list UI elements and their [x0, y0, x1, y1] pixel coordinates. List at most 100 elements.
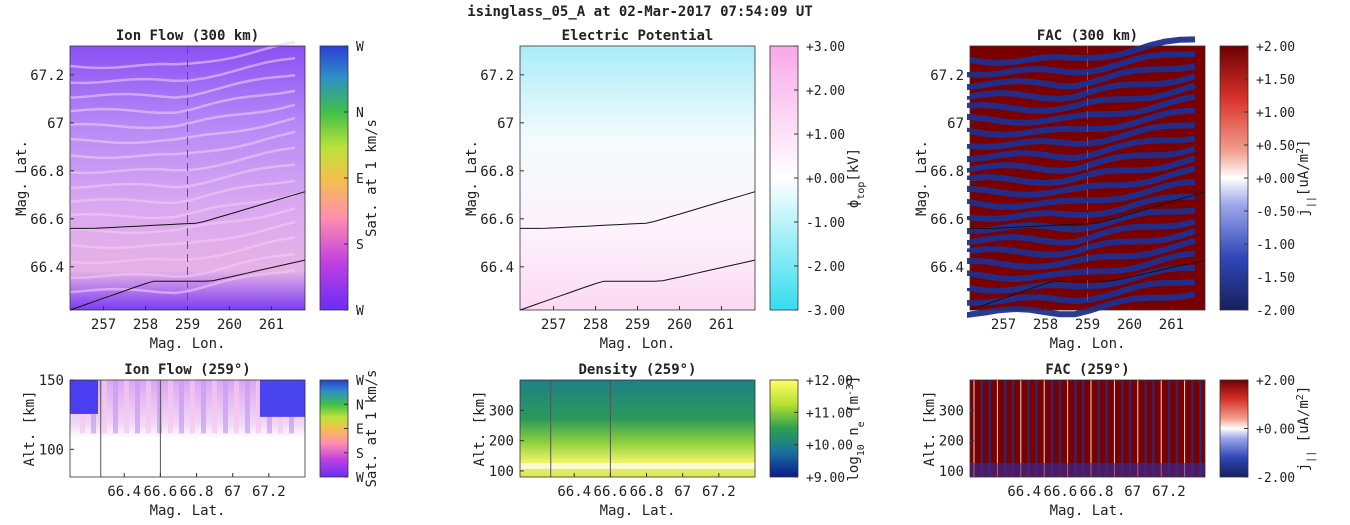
panel-2: Electric Potential 257 258 259 260 261 66.4 66.…: [464, 28, 867, 352]
colorbar-tick-label: -1.00: [1256, 238, 1295, 253]
flow-band: [68, 194, 296, 220]
y-tick-label: 100: [939, 464, 964, 480]
colorbar-tick-label: N: [356, 106, 364, 121]
y-tick-label: 67.2: [930, 68, 964, 84]
x-tick-label: 66.8: [1080, 484, 1114, 500]
x-tick-label: 259: [1075, 317, 1100, 333]
x-axis-label: Mag. Lat.: [150, 503, 226, 519]
x-tick-label: 258: [583, 317, 608, 333]
fac-band: [967, 63, 1196, 91]
panel-title: Ion Flow (300 km): [116, 28, 259, 44]
x-tick-label: 67: [224, 484, 241, 500]
colorbar-tick-label: +0.50: [1256, 139, 1295, 154]
y-tick-label: 100: [39, 442, 64, 458]
heatmap-field: [520, 46, 755, 310]
colorbar-tick-label: E: [356, 172, 364, 187]
colorbar-label: Sat. at 1 km/s: [364, 369, 380, 487]
colorbar-tick-label: +3.00: [806, 40, 845, 55]
flow-band: [68, 179, 296, 205]
colorbar-tick-label: +0.00: [806, 172, 845, 187]
flow-band: [68, 252, 296, 280]
flow-col: [113, 380, 118, 434]
flow-col: [234, 380, 239, 434]
flow-band: [68, 103, 296, 130]
contour-upper: [520, 191, 756, 229]
flow-band: [68, 73, 296, 100]
colorbar-tick-label: +11.00: [806, 406, 853, 421]
colorbar: [1219, 379, 1249, 478]
y-axis-label: Alt. [km]: [922, 391, 938, 467]
x-tick-label: 257: [91, 317, 116, 333]
fac-band: [967, 73, 1196, 103]
flow-band: [68, 130, 296, 160]
colorbar-tick-label: -2.00: [1256, 471, 1295, 486]
y-tick-label: 100: [489, 464, 514, 480]
y-axis-label: Mag. Lat.: [14, 140, 30, 216]
flow-band: [68, 146, 296, 175]
x-tick-label: 67.2: [252, 484, 286, 500]
x-axis-label: Mag. Lat.: [1050, 503, 1126, 519]
x-tick-label: 259: [625, 317, 650, 333]
fac-band: [967, 237, 1196, 271]
flow-col: [179, 380, 184, 434]
colorbar: [319, 45, 349, 311]
y-tick-label: 200: [489, 434, 514, 450]
x-axis-label: Mag. Lon.: [150, 336, 226, 352]
colorbar: [769, 45, 799, 311]
flow-col: [168, 380, 173, 434]
plot-frame: [519, 379, 756, 478]
heatmap-field: [970, 380, 1205, 477]
flow-col: [146, 380, 151, 434]
x-axis-label: Mag. Lon.: [600, 336, 676, 352]
x-tick-label: 261: [709, 317, 734, 333]
colorbar-tick-label: W: [356, 374, 364, 389]
x-tick-label: 66.8: [630, 484, 664, 500]
flow-col: [124, 380, 129, 434]
colorbar-tick-label: +0.00: [1256, 172, 1295, 187]
y-axis-label: Mag. Lat.: [464, 140, 480, 216]
colorbar-tick-label: S: [356, 447, 364, 462]
colorbar-tick-label: +10.00: [806, 439, 853, 454]
x-tick-label: 66.4: [107, 484, 141, 500]
colorbar-label: ϕtop[kV]: [846, 148, 867, 208]
flow-band: [68, 269, 296, 295]
panel-title: Ion Flow (259°): [124, 362, 250, 378]
y-tick-label: 150: [39, 373, 64, 389]
colorbar-label: j||[uA/m2]: [1295, 139, 1317, 216]
flow-edge: [70, 380, 98, 414]
x-tick-label: 67: [674, 484, 691, 500]
x-tick-label: 66.8: [180, 484, 214, 500]
plot-frame: [69, 379, 306, 478]
panel-6: FAC (259°) 66.4 66.6 66.8 67 67.2 100 200 300 Mag…: [922, 362, 1317, 519]
y-tick-label: 67: [497, 116, 514, 132]
y-tick-label: 200: [939, 434, 964, 450]
x-tick-label: 67: [1124, 484, 1141, 500]
fac-band: [967, 291, 1196, 318]
colorbar: [1219, 45, 1249, 311]
fac-band: [967, 155, 1196, 187]
panel-title: Density (259°): [578, 362, 696, 378]
flow-col: [190, 380, 195, 434]
density-layer: [520, 463, 755, 469]
x-tick-label: 67.2: [702, 484, 736, 500]
colorbar-tick-label: -2.00: [806, 260, 845, 275]
y-tick-label: 66.6: [30, 212, 64, 228]
colorbar-tick-label: -1.50: [1256, 271, 1295, 286]
flow-edge: [260, 380, 305, 417]
fac-band: [967, 51, 1196, 78]
y-tick-label: 300: [489, 403, 514, 419]
x-tick-label: 66.4: [557, 484, 591, 500]
colorbar-tick-label: S: [356, 238, 364, 253]
flow-band: [68, 116, 296, 145]
flow-col: [245, 380, 250, 434]
x-tick-label: 260: [667, 317, 692, 333]
x-tick-label: 260: [217, 317, 242, 333]
figure-title: isinglass_05_A at 02-Mar-2017 07:54:09 U…: [467, 4, 813, 20]
x-tick-label: 257: [541, 317, 566, 333]
contour-upper: [70, 191, 306, 229]
colorbar-tick-label: W: [356, 40, 364, 55]
colorbar-tick-label: -0.50: [1256, 205, 1295, 220]
panel-5: Density (259°) 66.4 66.6 66.8 67 67.2 100 200 30…: [472, 362, 867, 519]
panel-title: FAC (300 km): [1037, 28, 1138, 44]
